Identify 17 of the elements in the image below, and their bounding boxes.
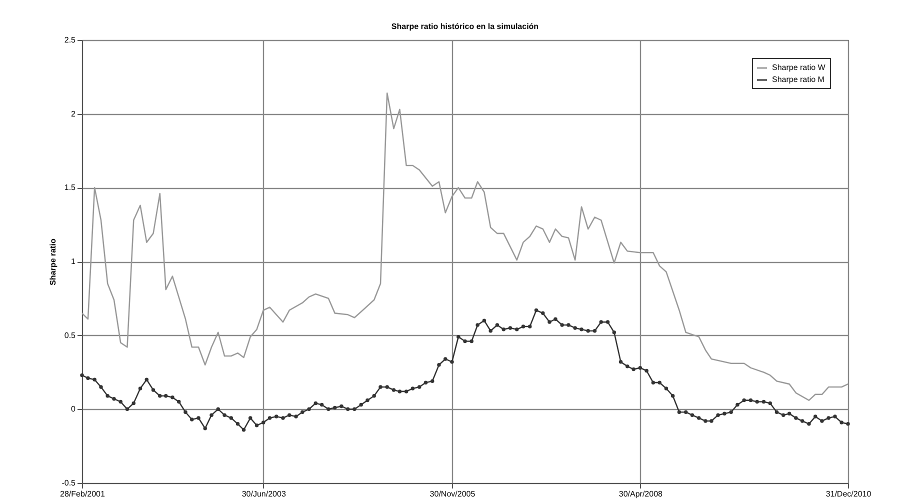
x-tick-label: 28/Feb/2001	[60, 490, 106, 498]
y-tick-label: 1	[71, 257, 76, 266]
chart-title: Sharpe ratio histórico en la simulación	[391, 22, 539, 31]
legend-label: Sharpe ratio W	[772, 63, 826, 72]
y-tick-label: 0	[71, 404, 76, 414]
y-tick-label: 2.5	[64, 36, 76, 44]
y-tick-label: -0.5	[62, 478, 76, 488]
y-tick-label: 0.5	[64, 330, 76, 340]
y-tick-label: 1.5	[64, 183, 76, 192]
x-tick-label: 31/Dec/2010	[826, 490, 872, 498]
y-axis-title: Sharpe ratio	[48, 238, 58, 286]
x-tick-label: 30/Apr/2008	[618, 490, 664, 498]
line-series	[82, 92, 848, 401]
x-tick-label: 30/Nov/2005	[430, 490, 476, 498]
y-tick-label: 2	[71, 109, 76, 118]
x-tick-label: 30/Jun/2003	[242, 490, 286, 498]
legend-label: Sharpe ratio M	[772, 75, 825, 84]
